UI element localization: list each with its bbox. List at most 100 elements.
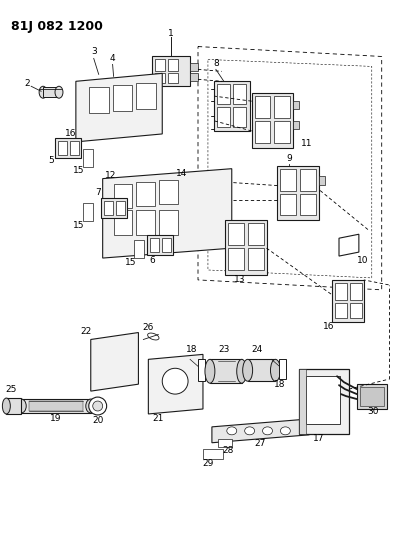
Bar <box>350 283 362 300</box>
Bar <box>255 121 270 143</box>
Bar <box>299 369 306 434</box>
Bar <box>114 211 133 235</box>
Bar <box>233 84 246 104</box>
Bar <box>162 238 171 252</box>
Ellipse shape <box>39 86 47 98</box>
Bar <box>135 240 145 258</box>
Polygon shape <box>212 419 309 443</box>
Bar <box>116 201 124 215</box>
Text: 18: 18 <box>186 345 198 354</box>
Bar <box>280 193 296 215</box>
Bar <box>114 183 133 208</box>
Bar <box>228 248 244 270</box>
Bar <box>357 384 386 409</box>
Text: 21: 21 <box>152 415 164 423</box>
Ellipse shape <box>263 427 272 435</box>
Bar <box>274 121 290 143</box>
Text: 4: 4 <box>110 54 115 63</box>
Bar <box>278 166 319 220</box>
Bar <box>248 223 263 245</box>
Text: 27: 27 <box>254 439 265 448</box>
Bar <box>280 359 286 379</box>
Ellipse shape <box>89 397 107 415</box>
Bar <box>217 84 230 104</box>
Polygon shape <box>91 333 139 391</box>
Text: 2: 2 <box>25 79 30 88</box>
Text: 30: 30 <box>367 407 379 416</box>
Bar <box>58 141 67 155</box>
Polygon shape <box>103 168 232 258</box>
Bar <box>190 74 198 82</box>
Bar <box>89 87 109 113</box>
Bar <box>293 121 299 129</box>
Bar <box>218 439 232 447</box>
Text: 13: 13 <box>234 276 246 285</box>
Bar <box>29 401 83 411</box>
Ellipse shape <box>227 427 237 435</box>
Bar <box>6 398 21 414</box>
Ellipse shape <box>270 359 280 381</box>
Bar <box>319 176 325 184</box>
Ellipse shape <box>280 427 290 435</box>
Text: 16: 16 <box>65 130 77 139</box>
Bar <box>155 74 165 83</box>
Bar <box>101 198 126 219</box>
Ellipse shape <box>93 401 103 411</box>
Bar <box>152 56 190 86</box>
Bar <box>147 235 173 255</box>
Bar <box>83 204 93 221</box>
Polygon shape <box>148 354 203 414</box>
Bar <box>251 93 293 148</box>
Text: 24: 24 <box>251 345 262 354</box>
Text: 16: 16 <box>323 322 335 331</box>
Bar <box>248 359 276 381</box>
Bar <box>214 82 249 131</box>
Bar <box>21 399 91 413</box>
Bar <box>104 201 112 215</box>
Text: 6: 6 <box>149 255 155 264</box>
Bar <box>300 193 316 215</box>
Text: 18: 18 <box>274 379 285 389</box>
Bar <box>112 85 133 111</box>
Bar <box>299 369 349 434</box>
Bar <box>274 96 290 118</box>
Bar <box>255 96 270 118</box>
Text: 9: 9 <box>286 154 292 163</box>
Bar <box>248 248 263 270</box>
Bar <box>203 449 223 458</box>
Bar <box>137 182 155 206</box>
Text: 26: 26 <box>143 323 154 332</box>
Text: 15: 15 <box>73 166 85 175</box>
Text: 25: 25 <box>6 385 17 394</box>
Ellipse shape <box>245 427 255 435</box>
Ellipse shape <box>243 359 253 381</box>
Text: 11: 11 <box>301 139 313 148</box>
Text: 81J 082 1200: 81J 082 1200 <box>11 20 103 33</box>
Text: 3: 3 <box>91 47 97 56</box>
Text: 8: 8 <box>213 59 219 68</box>
Bar <box>233 107 246 127</box>
Text: 10: 10 <box>357 255 368 264</box>
Bar <box>137 211 155 235</box>
Bar <box>150 238 159 252</box>
Text: 1: 1 <box>168 29 174 38</box>
Bar <box>228 223 244 245</box>
Bar <box>332 280 364 321</box>
Polygon shape <box>76 74 162 142</box>
Ellipse shape <box>205 359 215 383</box>
Bar <box>360 387 384 406</box>
Text: 7: 7 <box>95 188 101 197</box>
Bar <box>155 60 165 71</box>
Bar <box>168 60 178 71</box>
Bar <box>335 283 347 300</box>
Bar <box>306 376 340 424</box>
Bar <box>217 107 230 127</box>
Bar <box>83 149 93 167</box>
Text: 15: 15 <box>125 257 136 266</box>
Bar <box>293 101 299 109</box>
Text: 12: 12 <box>105 171 116 180</box>
Bar <box>70 141 79 155</box>
Ellipse shape <box>16 399 26 413</box>
Text: 23: 23 <box>218 345 230 354</box>
Text: 29: 29 <box>202 459 213 468</box>
